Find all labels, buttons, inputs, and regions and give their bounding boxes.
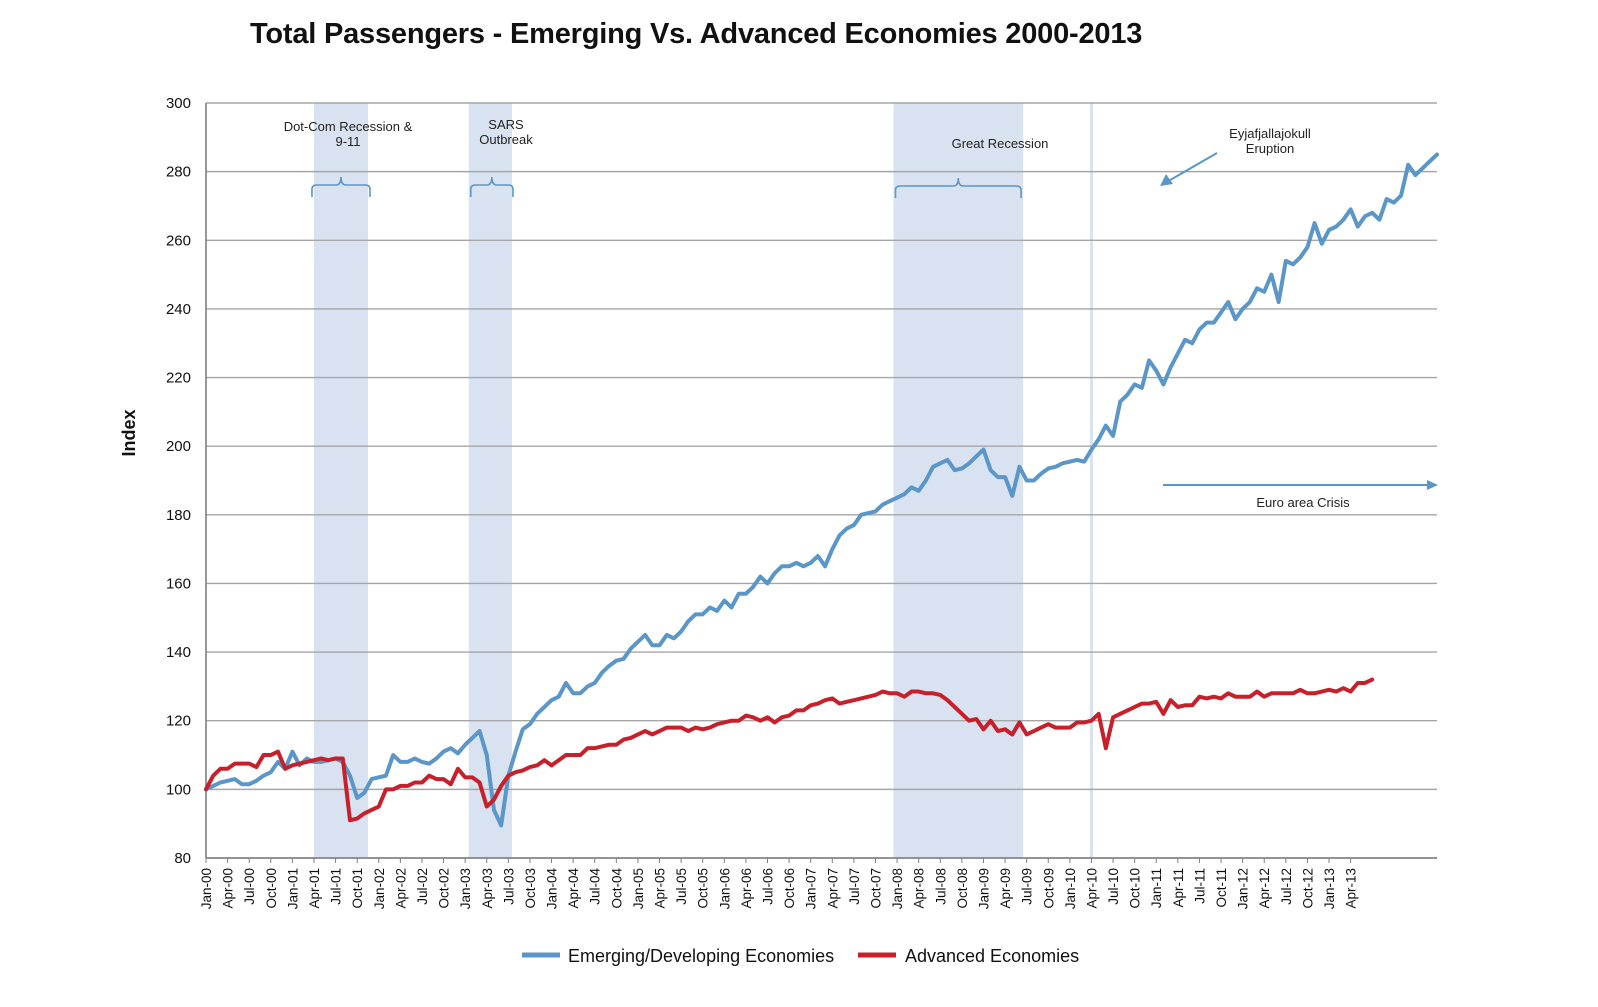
y-tick-label: 260 [166,232,191,249]
x-tick-label: Apr-03 [480,868,495,909]
shaded-period [468,103,512,858]
x-tick-label: Jan-08 [890,868,905,909]
euro-crisis-arrowhead [1427,480,1438,490]
x-tick-label: Jan-11 [1149,868,1164,908]
x-tick-label: Apr-11 [1171,868,1186,908]
y-tick-label: 160 [166,575,191,592]
x-tick-label: Jan-03 [458,868,473,909]
x-tick-label: Jan-10 [1063,868,1078,909]
x-tick-label: Apr-08 [912,868,927,909]
x-tick-label: Jan-01 [285,868,300,909]
x-tick-label: Apr-07 [825,868,840,909]
x-tick-label: Oct-00 [264,868,279,909]
x-tick-label: Jul-09 [1020,868,1035,905]
y-tick-label: 180 [166,507,191,524]
x-tick-label: Jul-01 [329,868,344,905]
x-tick-label: Jan-05 [631,868,646,909]
x-tick-label: Oct-12 [1300,868,1315,909]
y-tick-label: 120 [166,713,191,730]
legend-label-advanced: Advanced Economies [905,946,1079,966]
x-tick-label: Jan-13 [1322,868,1337,909]
x-tick-label: Jul-11 [1192,868,1207,904]
x-tick-label: Jul-04 [588,868,603,905]
y-tick-label: 240 [166,301,191,318]
x-tick-label: Jul-12 [1279,868,1294,905]
x-tick-label: Apr-06 [739,868,754,909]
eruption-marker [1089,103,1093,858]
y-tick-label: 200 [166,438,191,455]
x-tick-label: Jul-05 [674,868,689,905]
legend-label-emerging: Emerging/Developing Economies [568,946,834,966]
x-tick-label: Jan-00 [199,868,214,909]
x-tick-label: Jul-08 [933,868,948,905]
series-line-emerging [204,152,1439,828]
x-tick-label: Jul-06 [761,868,776,905]
eruption-label: Eyjafjallajokull Eruption [1229,126,1311,156]
euro-crisis-label: Euro area Crisis [1256,495,1350,510]
x-tick-label: Oct-10 [1128,868,1143,909]
x-tick-label: Oct-02 [437,868,452,909]
x-tick-label: Apr-02 [393,868,408,909]
x-tick-label: Apr-04 [566,868,581,909]
x-tick-label: Apr-01 [307,868,322,909]
x-tick-label: Oct-08 [955,868,970,909]
shaded-period [313,103,368,858]
y-axis-label: Index [119,409,139,456]
x-tick-label: Jan-07 [804,868,819,909]
eruption-arrow [1164,152,1218,184]
series-line-advanced [204,677,1375,823]
x-tick-label: Jul-10 [1106,868,1121,905]
great-recession-label: Great Recession [952,136,1049,151]
eruption-arrowhead [1160,174,1173,186]
y-tick-label: 220 [166,370,191,387]
x-tick-label: Jan-09 [976,868,991,909]
x-tick-label: Jul-00 [242,868,257,905]
x-tick-label: Jan-12 [1236,868,1251,909]
x-tick-label: Jul-02 [415,868,430,905]
x-tick-label: Apr-12 [1257,868,1272,909]
dotcom-brace [311,176,371,197]
x-tick-label: Jan-06 [717,868,732,909]
x-tick-label: Oct-07 [868,868,883,909]
y-tick-label: 80 [174,850,191,867]
great-recession-brace [894,177,1022,198]
x-tick-label: Jan-04 [545,868,560,910]
x-tick-label: Jul-03 [501,868,516,905]
x-tick-label: Apr-05 [653,868,668,909]
x-tick-label: Jan-02 [372,868,387,909]
y-tick-label: 300 [166,95,191,112]
y-tick-label: 100 [166,781,191,798]
x-tick-label: Jul-07 [847,868,862,905]
x-tick-label: Oct-11 [1214,868,1229,908]
x-tick-label: Apr-00 [221,868,236,909]
y-tick-label: 280 [166,164,191,181]
x-tick-label: Oct-09 [1041,868,1056,909]
sars-label: SARS Outbreak [479,117,533,147]
shaded-period [893,103,1024,858]
sars-brace [469,176,514,197]
x-tick-label: Oct-01 [350,868,365,909]
x-tick-label: Oct-06 [782,868,797,909]
x-tick-label: Apr-09 [998,868,1013,909]
x-tick-label: Apr-10 [1084,868,1099,909]
x-tick-label: Oct-04 [609,868,624,909]
dotcom-label: Dot-Com Recession & 9-11 [284,119,413,149]
x-tick-label: Apr-13 [1344,868,1359,909]
chart-title: Total Passengers - Emerging Vs. Advanced… [250,18,1143,50]
y-tick-label: 140 [166,644,191,661]
x-tick-label: Oct-05 [696,868,711,909]
x-tick-label: Oct-03 [523,868,538,909]
